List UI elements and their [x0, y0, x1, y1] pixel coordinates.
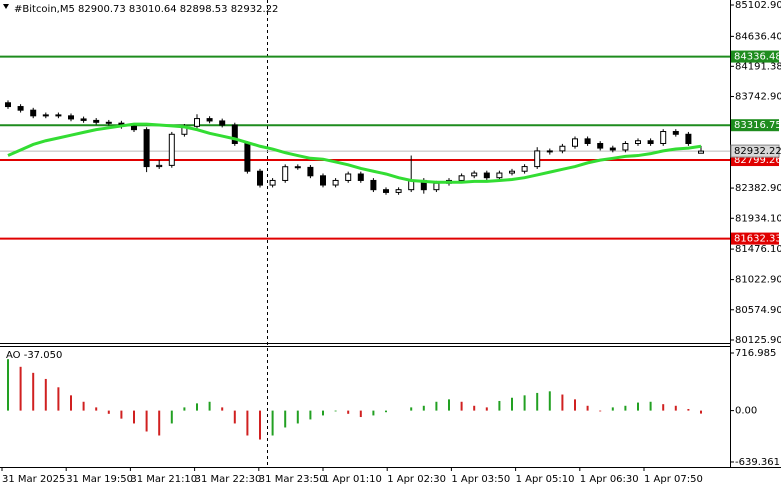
candle-body [672, 131, 679, 135]
level-label-box [731, 50, 779, 63]
candle-body [572, 138, 578, 147]
candle-body [496, 172, 503, 179]
level-label: 81632.33 [734, 234, 781, 245]
candle-body [231, 124, 238, 145]
candle-body [257, 170, 263, 186]
candle-body [206, 118, 213, 122]
indicator-arrow [3, 4, 9, 9]
candle-body [332, 179, 339, 186]
candle-body [458, 175, 465, 181]
x-tick-label: 1 Apr 02:30 [387, 474, 446, 485]
candle-body [584, 138, 591, 145]
candle-body [698, 150, 704, 154]
candle-body [635, 140, 641, 145]
candle-body [93, 119, 100, 123]
y-tick-label: 84191.38 [735, 61, 781, 72]
level-label-box [731, 119, 779, 132]
ao-y-tick-label: 0.00 [735, 406, 757, 417]
candle-body [471, 172, 478, 177]
candle-body [30, 109, 37, 117]
candle-body [546, 150, 553, 153]
last-price-box [730, 144, 780, 158]
x-tick-label: 1 Apr 05:10 [516, 474, 575, 485]
x-tick-label: 31 Mar 23:50 [259, 474, 326, 485]
candle-body [282, 166, 289, 181]
candle-body [320, 175, 326, 186]
candle-body [559, 145, 566, 152]
level-label: 84336.48 [734, 52, 781, 63]
y-tick-label: 81476.10 [735, 244, 781, 255]
candle-body [622, 143, 629, 151]
candle-body [433, 182, 440, 191]
candle-body [17, 106, 24, 111]
candle-body [131, 125, 137, 131]
x-tick-label: 1 Apr 01:10 [323, 474, 382, 485]
candle-body [168, 133, 175, 166]
candle-body [244, 143, 251, 172]
x-tick-label: 31 Mar 2025 [2, 474, 65, 485]
x-tick-label: 31 Mar 21:10 [130, 474, 197, 485]
y-tick-label: 84636.40 [735, 31, 781, 42]
candle-body [156, 164, 163, 168]
x-tick-label: 1 Apr 06:30 [580, 474, 639, 485]
candle-body [647, 140, 654, 145]
candle-body [80, 118, 87, 121]
candle-body [345, 173, 352, 181]
ao-label: AO -37.050 [6, 350, 62, 361]
x-tick-label: 31 Mar 19:50 [66, 474, 133, 485]
x-tick-label: 1 Apr 07:50 [644, 474, 703, 485]
candle-body [685, 133, 692, 144]
last-price-label: 82932.22 [734, 146, 781, 157]
candle-body [597, 143, 604, 149]
y-tick-label: 81934.10 [735, 213, 781, 224]
level-label: 83316.75 [734, 120, 781, 131]
candle-body [105, 121, 112, 124]
candle-body [269, 179, 276, 186]
candle-body [307, 166, 314, 177]
candle-body [660, 131, 667, 144]
candle-body [5, 102, 11, 108]
candle-body [42, 114, 49, 117]
candle-body [483, 172, 490, 179]
y-tick-label: 85102.90 [735, 0, 781, 11]
x-tick-label: 1 Apr 03:50 [451, 474, 510, 485]
candle-body [143, 129, 150, 168]
y-tick-label: 83742.90 [735, 92, 781, 103]
candle-body [55, 114, 62, 117]
y-tick-label: 80125.90 [735, 335, 781, 346]
level-label: 82799.26 [734, 155, 781, 166]
y-tick-label: 81022.90 [735, 275, 781, 286]
candle-body [219, 120, 226, 126]
candle-body [294, 166, 301, 169]
candle-body [609, 147, 616, 151]
candle-body [194, 118, 200, 127]
level-label-box [731, 232, 779, 245]
y-tick-label: 82382.90 [735, 183, 781, 194]
candle-body [509, 170, 515, 174]
ao-y-tick-label: -639.361 [735, 457, 780, 468]
ao-y-tick-label: 716.985 [735, 348, 776, 359]
candle-body [383, 189, 389, 193]
candle-body [370, 179, 377, 191]
candle-body [534, 150, 541, 168]
x-tick-label: 31 Mar 22:30 [195, 474, 262, 485]
chart-title: #Bitcoin,M5 82900.73 83010.64 82898.53 8… [14, 4, 278, 15]
moving-average [7, 122, 702, 184]
candle-body [357, 173, 364, 181]
candle-body [68, 115, 74, 120]
candle-body [521, 166, 528, 172]
candle-body [395, 189, 402, 193]
y-tick-label: 80574.90 [735, 305, 781, 316]
